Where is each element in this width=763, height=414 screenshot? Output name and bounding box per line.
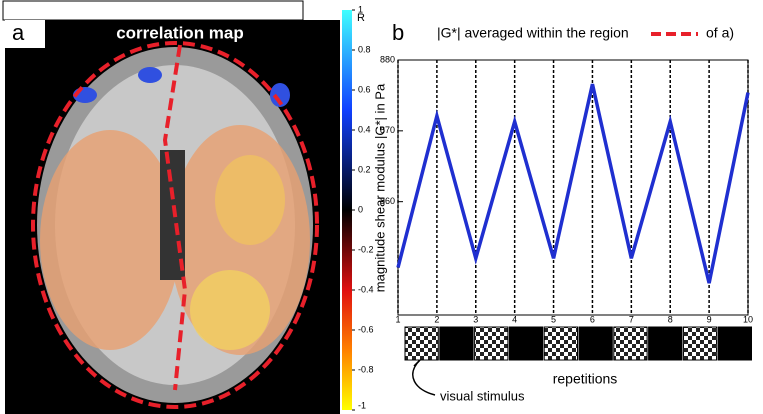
x-tick-label: 4 [512,314,517,324]
colorbar-tick-label: 0.2 [358,164,371,174]
stimulus-block [614,327,647,360]
colorbar-tick-label: -0.6 [358,324,374,334]
y-axis-label: magnitude shear modulus |G*| in Pa [372,83,387,292]
stimulus-block [683,327,716,360]
colorbar-tick-label: 0.6 [358,84,371,94]
arrow [413,360,435,395]
figure: a correlation map R b |G*| averaged with… [0,0,763,414]
colorbar-tick-label: -0.2 [358,244,374,254]
colorbar-tick-label: -1 [358,400,366,410]
colorbar-tick-label: 1 [358,4,363,14]
chart-title: |G*| averaged within the region [437,25,629,41]
chart-title-suffix: of a) [706,25,734,41]
x-tick-label: 6 [590,314,595,324]
x-tick-label: 5 [551,314,556,324]
colorbar-tick-label: -0.4 [358,284,374,294]
stimulus-block [544,327,577,360]
plot-frame [398,60,748,315]
x-tick-label: 2 [434,314,439,324]
y-tick-label: 880 [380,54,395,64]
stimulus-block [718,327,751,360]
stimulus-block [405,327,438,360]
panel-letter: b [392,20,404,45]
stimulus-block [649,327,682,360]
header-frame [3,1,303,20]
y-tick-label: 860 [380,196,395,206]
y-tick-label: 870 [380,125,395,135]
stimulus-block [509,327,542,360]
colorbar-tick-label: 0.4 [358,124,371,134]
x-axis-label: repetitions [553,371,618,387]
colorbar-tick-label: 0 [358,204,363,214]
data-line [398,84,748,283]
stimulus-block [475,327,508,360]
annotation: visual stimulus [440,388,525,403]
stimulus-block [579,327,612,360]
x-tick-label: 7 [629,314,634,324]
x-tick-label: 9 [707,314,712,324]
stimulus-block [440,327,473,360]
image-title: correlation map [116,23,244,42]
colorbar [342,10,352,410]
colorbar-tick-label: 0.8 [358,44,371,54]
colorbar-tick-label: -0.8 [358,364,374,374]
x-tick-label: 1 [395,314,400,324]
x-tick-label: 10 [743,314,753,324]
panel-letter: a [12,20,25,45]
x-tick-label: 3 [473,314,478,324]
x-tick-label: 8 [668,314,673,324]
label-box [5,20,45,48]
